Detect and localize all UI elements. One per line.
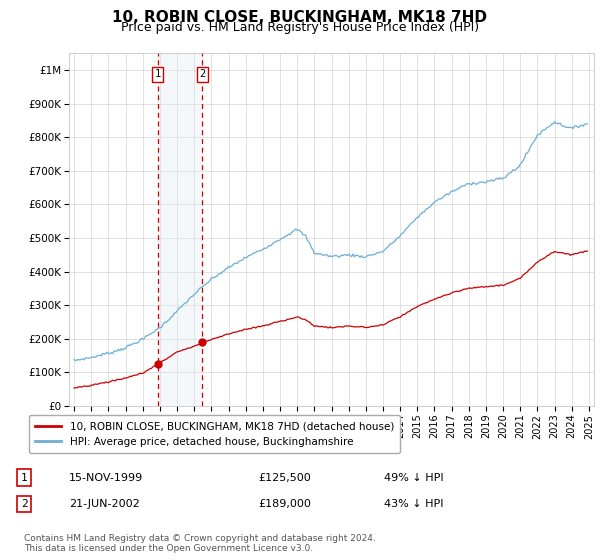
Text: 43% ↓ HPI: 43% ↓ HPI <box>384 499 443 509</box>
Text: Contains HM Land Registry data © Crown copyright and database right 2024.
This d: Contains HM Land Registry data © Crown c… <box>24 534 376 553</box>
Text: £125,500: £125,500 <box>258 473 311 483</box>
Bar <box>158 53 202 406</box>
Text: 21-JUN-2002: 21-JUN-2002 <box>69 499 140 509</box>
Text: 10, ROBIN CLOSE, BUCKINGHAM, MK18 7HD: 10, ROBIN CLOSE, BUCKINGHAM, MK18 7HD <box>113 10 487 25</box>
Text: 2: 2 <box>199 69 205 80</box>
Text: 15-NOV-1999: 15-NOV-1999 <box>69 473 143 483</box>
Legend: 10, ROBIN CLOSE, BUCKINGHAM, MK18 7HD (detached house), HPI: Average price, deta: 10, ROBIN CLOSE, BUCKINGHAM, MK18 7HD (d… <box>29 415 400 453</box>
Text: 1: 1 <box>20 473 28 483</box>
Text: Price paid vs. HM Land Registry's House Price Index (HPI): Price paid vs. HM Land Registry's House … <box>121 21 479 34</box>
Text: 2: 2 <box>20 499 28 509</box>
Text: 1: 1 <box>155 69 161 80</box>
Text: £189,000: £189,000 <box>258 499 311 509</box>
Text: 49% ↓ HPI: 49% ↓ HPI <box>384 473 443 483</box>
